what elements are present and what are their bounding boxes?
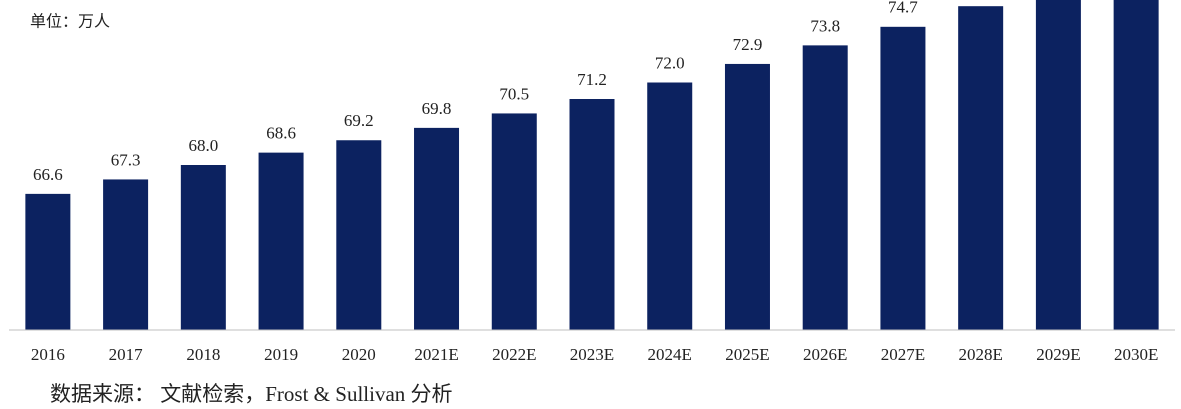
value-label: 66.6	[33, 165, 63, 184]
value-label: 69.8	[422, 99, 452, 118]
x-tick-label: 2028E	[958, 345, 1002, 364]
value-label: 68.6	[266, 124, 296, 143]
x-tick-label: 2025E	[725, 345, 769, 364]
bar	[336, 140, 382, 330]
source-note: 数据来源： 文献检索，Frost & Sullivan 分析	[50, 382, 453, 406]
bar	[414, 127, 460, 330]
x-tick-label: 2026E	[803, 345, 847, 364]
value-label: 72.0	[655, 53, 685, 72]
x-tick-label: 2027E	[881, 345, 925, 364]
bar	[647, 82, 693, 330]
bar	[1113, 0, 1159, 330]
x-tick-label: 2021E	[414, 345, 458, 364]
x-tick-label: 2019	[264, 345, 298, 364]
bar	[103, 179, 149, 330]
bar	[180, 165, 226, 330]
x-tick-label: 2023E	[570, 345, 614, 364]
bar	[1035, 0, 1081, 330]
x-tick-label: 2022E	[492, 345, 536, 364]
x-tick-label: 2018	[186, 345, 220, 364]
value-label: 74.7	[888, 0, 918, 17]
unit-label: 单位：万人	[30, 13, 110, 31]
x-tick-label: 2029E	[1036, 345, 1080, 364]
value-label: 67.3	[111, 150, 141, 169]
x-tick-label: 2016	[31, 345, 65, 364]
x-tick-label: 2024E	[648, 345, 692, 364]
value-label: 69.2	[344, 111, 374, 130]
bar	[880, 26, 926, 330]
bar	[569, 99, 615, 330]
bar	[958, 6, 1004, 330]
bar	[491, 113, 537, 330]
bar	[258, 152, 304, 330]
x-tick-label: 2017	[109, 345, 144, 364]
x-tick-label: 2030E	[1114, 345, 1158, 364]
x-tick-label: 2020	[342, 345, 376, 364]
value-label: 68.0	[188, 136, 218, 155]
bar	[25, 193, 71, 330]
value-label: 70.5	[499, 84, 529, 103]
bar	[802, 45, 848, 330]
value-label: 71.2	[577, 70, 607, 89]
value-label: 72.9	[733, 35, 763, 54]
value-label: 73.8	[810, 16, 840, 35]
bar	[724, 63, 770, 330]
